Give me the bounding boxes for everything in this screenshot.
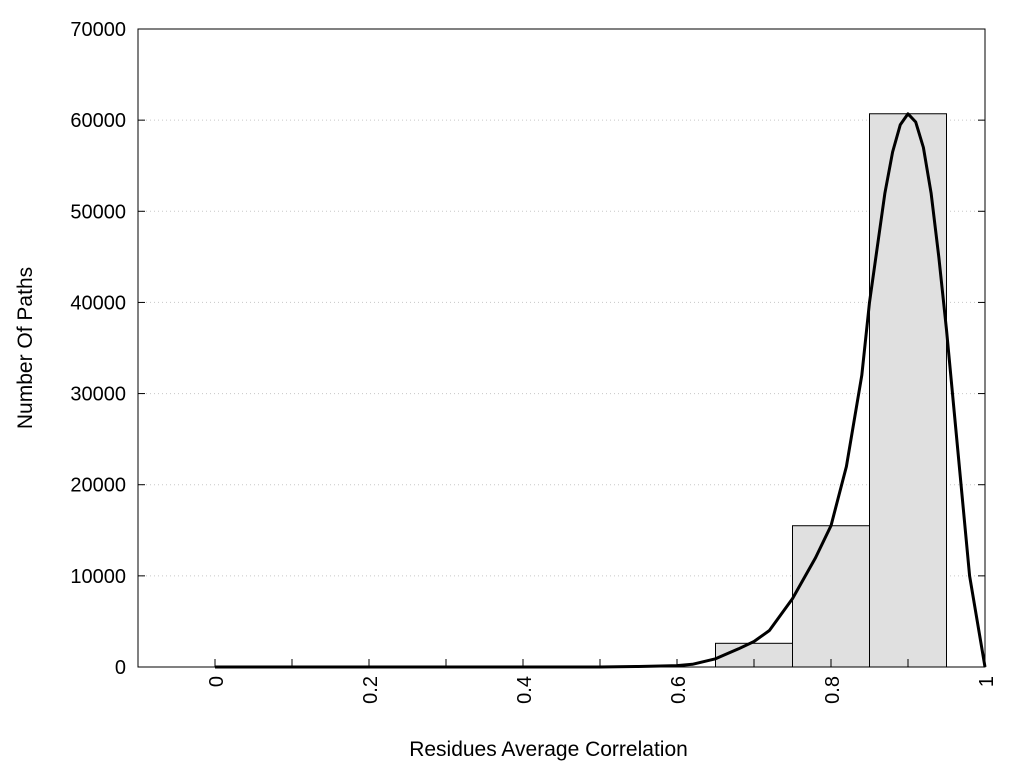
x-tick-label: 1	[976, 676, 998, 687]
plot-frame	[137, 28, 986, 668]
histogram-bar	[869, 113, 947, 668]
x-axis-ticks: 0 0.2 0.4 0.6 0.8 1	[206, 659, 998, 704]
x-tick-label: 0.4	[514, 676, 536, 704]
x-tick-label: 0	[206, 676, 228, 687]
y-tick-label: 60000	[70, 110, 126, 132]
y-tick-label: 0	[115, 657, 126, 679]
y-tick-label: 40000	[70, 292, 126, 314]
x-tick-label: 0.2	[360, 676, 382, 704]
x-tick-label: 0.8	[822, 676, 844, 704]
y-axis-ticks: 0 10000 20000 30000 40000 50000 60000 70000	[70, 19, 985, 679]
grid-lines	[138, 119, 985, 577]
fit-curve	[215, 112, 987, 669]
y-tick-label: 30000	[70, 384, 126, 406]
y-tick-label: 10000	[70, 566, 126, 588]
y-axis-label: Number Of Paths	[14, 267, 37, 429]
y-tick-label: 70000	[70, 19, 126, 41]
y-tick-label: 20000	[70, 475, 126, 497]
x-axis-label: Residues Average Correlation	[409, 738, 688, 761]
y-tick-label: 50000	[70, 201, 126, 223]
histogram-bars	[715, 113, 947, 668]
x-tick-label: 0.6	[668, 676, 690, 704]
histogram-bar	[792, 525, 870, 668]
